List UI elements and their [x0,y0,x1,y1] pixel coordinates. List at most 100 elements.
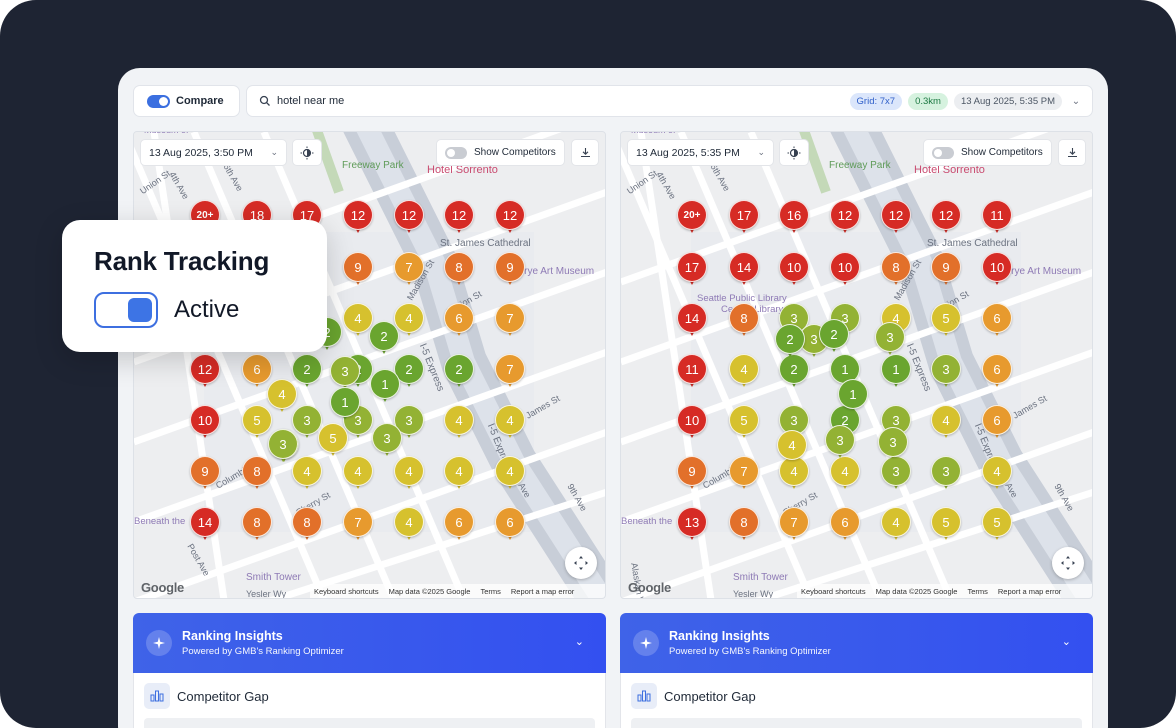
ranking-insights-header-left[interactable]: Ranking Insights Powered by GMB's Rankin… [133,613,606,673]
rank-pin[interactable]: 12 [495,200,525,236]
scan-date-picker[interactable]: 13 Aug 2025, 5:35 PM ⌄ [627,139,774,166]
rank-pin[interactable]: 10 [982,252,1012,288]
rank-pin[interactable]: 4 [267,379,297,415]
rank-pin[interactable]: 8 [292,507,322,543]
rank-pin[interactable]: 4 [830,456,860,492]
rank-pin[interactable]: 2 [394,354,424,390]
rank-pin[interactable]: 6 [982,405,1012,441]
rank-pin[interactable]: 4 [343,456,373,492]
rank-map-right[interactable]: Hotel Sorrento Freeway Park St. James Cath… [620,131,1093,599]
rank-pin[interactable]: 11 [677,354,707,390]
rank-pin[interactable]: 8 [242,456,272,492]
rank-pin[interactable]: 7 [779,507,809,543]
rank-pin[interactable]: 3 [330,356,360,392]
rank-pin[interactable]: 12 [343,200,373,236]
rank-pin[interactable]: 8 [881,252,911,288]
rank-pin[interactable]: 7 [495,303,525,339]
rank-pin[interactable]: 3 [875,322,905,358]
rank-pin[interactable]: 4 [495,456,525,492]
rank-pin[interactable]: 6 [830,507,860,543]
rank-pin[interactable]: 6 [982,303,1012,339]
rank-pin[interactable]: 4 [292,456,322,492]
rank-pin[interactable]: 7 [343,507,373,543]
rank-pin[interactable]: 3 [268,429,298,465]
rank-pin[interactable]: 5 [242,405,272,441]
rank-pin[interactable]: 4 [394,456,424,492]
rank-pin[interactable]: 8 [242,507,272,543]
rank-pin[interactable]: 4 [931,405,961,441]
report-error-link[interactable]: Report a map error [510,586,575,596]
rank-pin[interactable]: 3 [931,456,961,492]
rank-pin[interactable]: 3 [394,405,424,441]
rank-pin[interactable]: 9 [190,456,220,492]
rank-pin[interactable]: 1 [881,354,911,390]
rank-pin[interactable]: 6 [982,354,1012,390]
rank-pin[interactable]: 4 [394,303,424,339]
rank-pin[interactable]: 3 [825,425,855,461]
rank-pin[interactable]: 12 [444,200,474,236]
chevron-down-icon[interactable]: ⌄ [574,636,584,648]
rank-pin[interactable]: 3 [931,354,961,390]
show-competitors-toggle[interactable]: Show Competitors [436,139,565,166]
rank-pin[interactable]: 4 [495,405,525,441]
rank-pin[interactable]: 12 [394,200,424,236]
brightness-button[interactable] [779,139,809,166]
compare-toggle[interactable]: Compare [133,85,240,117]
competitors-switch[interactable] [932,146,954,159]
rank-pin[interactable]: 9 [343,252,373,288]
rank-pin[interactable]: 4 [777,430,807,466]
rank-pin[interactable]: 17 [677,252,707,288]
rank-pin[interactable]: 7 [394,252,424,288]
rank-pin[interactable]: 4 [343,303,373,339]
download-button[interactable] [1058,139,1086,166]
rank-pin[interactable]: 6 [444,303,474,339]
report-error-link[interactable]: Report a map error [997,586,1062,596]
terms-link[interactable]: Terms [480,586,501,596]
scan-date-picker[interactable]: 13 Aug 2025, 3:50 PM ⌄ [140,139,287,166]
rank-map-left[interactable]: Hotel Sorrento Freeway Park St. James Cath… [133,131,606,599]
rank-pin[interactable]: 5 [982,507,1012,543]
rank-pin[interactable]: 12 [931,200,961,236]
rank-pin[interactable]: 14 [677,303,707,339]
rank-pin[interactable]: 4 [444,405,474,441]
rank-pin[interactable]: 4 [394,507,424,543]
keyboard-shortcuts-link[interactable]: Keyboard shortcuts [314,586,379,596]
rank-pin[interactable]: 6 [444,507,474,543]
rank-pin[interactable]: 2 [819,319,849,355]
rank-pin[interactable]: 17 [729,200,759,236]
rank-pin[interactable]: 11 [982,200,1012,236]
rank-pin[interactable]: 9 [495,252,525,288]
rank-pin[interactable]: 10 [830,252,860,288]
rank-pin[interactable]: 1 [330,387,360,423]
rank-pin[interactable]: 16 [779,200,809,236]
rank-pin[interactable]: 4 [444,456,474,492]
chevron-down-icon[interactable]: ⌄ [1071,95,1081,107]
rank-pin[interactable]: 14 [190,507,220,543]
download-button[interactable] [571,139,599,166]
rank-pin[interactable]: 3 [878,427,908,463]
rank-pin[interactable]: 7 [495,354,525,390]
rank-pin[interactable]: 12 [190,354,220,390]
rank-pin[interactable]: 3 [372,423,402,459]
rank-pin[interactable]: 6 [495,507,525,543]
rank-pin[interactable]: 12 [830,200,860,236]
chevron-down-icon[interactable]: ⌄ [1061,636,1071,648]
rank-pin[interactable]: 4 [982,456,1012,492]
rank-pin[interactable]: 3 [292,405,322,441]
rank-pin[interactable]: 3 [881,456,911,492]
rank-pin[interactable]: 5 [318,423,348,459]
terms-link[interactable]: Terms [967,586,988,596]
show-competitors-toggle[interactable]: Show Competitors [923,139,1052,166]
rank-pin[interactable]: 6 [242,354,272,390]
rank-pin[interactable]: 2 [775,324,805,360]
brightness-button[interactable] [292,139,322,166]
rank-pin[interactable]: 7 [729,456,759,492]
rank-tracking-toggle[interactable] [94,292,158,328]
rank-pin[interactable]: 8 [729,303,759,339]
rank-pin[interactable]: 14 [729,252,759,288]
rank-pin[interactable]: 10 [677,405,707,441]
rank-pin[interactable]: 5 [931,507,961,543]
ranking-insights-header-right[interactable]: Ranking Insights Powered by GMB's Rankin… [620,613,1093,673]
rank-pin[interactable]: 2 [369,321,399,357]
rank-pin[interactable]: 10 [779,252,809,288]
